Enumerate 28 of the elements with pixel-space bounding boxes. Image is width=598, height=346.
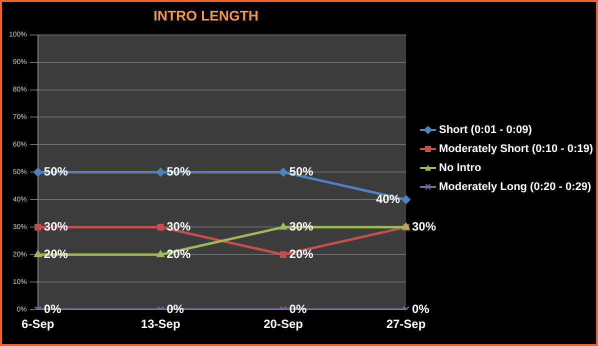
x-tick-label: 27-Sep <box>386 317 426 332</box>
point <box>156 250 165 258</box>
legend-label: No Intro <box>439 162 482 174</box>
x-tick-label: 13-Sep <box>140 317 180 332</box>
legend-label: Moderately Long (0:20 - 0:29) <box>439 180 592 193</box>
data-label: 0% <box>166 302 184 316</box>
x-tick-label: 20-Sep <box>264 317 303 332</box>
point <box>34 224 42 230</box>
data-label: 20% <box>289 246 314 261</box>
point <box>33 168 42 177</box>
data-label: 0% <box>412 302 430 316</box>
data-label: 0% <box>44 302 62 316</box>
point <box>157 224 164 230</box>
point <box>34 250 42 258</box>
point <box>402 195 410 204</box>
data-label: 50% <box>289 164 314 179</box>
x-tick-label: 6-Sep <box>22 317 54 332</box>
data-label: 30% <box>166 219 191 234</box>
point <box>279 222 288 230</box>
data-label: 40% <box>376 192 400 206</box>
data-label: 20% <box>166 246 191 261</box>
legend-label: Moderately Short (0:10 - 0:19) <box>439 142 594 155</box>
data-label: 0% <box>289 302 307 316</box>
chart-title: INTRO LENGTH <box>154 7 258 24</box>
legend-label: Short (0:01 - 0:09) <box>439 124 532 136</box>
data-label: 30% <box>412 219 436 234</box>
point <box>280 251 287 258</box>
point <box>278 168 288 177</box>
